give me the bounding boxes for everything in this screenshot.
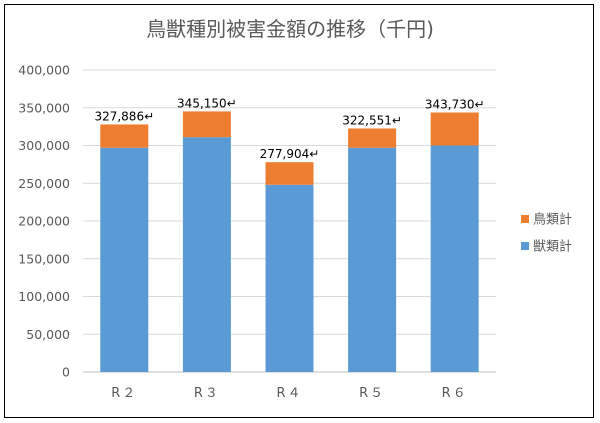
legend-label: 獣類計 [533, 239, 572, 255]
legend-swatch [521, 215, 529, 223]
bar-segment-birds [182, 111, 231, 138]
y-tick-label: 300,000 [18, 138, 70, 153]
total-data-label: 345,150↵ [177, 96, 237, 110]
bars [100, 111, 479, 372]
legend-swatch [521, 242, 529, 250]
y-tick-label: 350,000 [18, 100, 70, 115]
y-axis: 0 50,000 100,000 150,000 200,000 250,000 300,0… [18, 63, 70, 380]
y-tick-label: 0 [62, 365, 70, 380]
bar-segment-mammals [182, 137, 231, 372]
y-tick-label: 400,000 [18, 63, 70, 78]
bar-segment-mammals [348, 147, 397, 372]
total-data-label: 322,551↵ [342, 113, 402, 127]
data-labels: 327,886↵ 345,150↵ 277,904↵ 322,551↵ 343,730↵ [94, 96, 484, 161]
bar-segment-birds [100, 124, 149, 148]
x-tick-label: R３ [194, 386, 220, 401]
chart-title: 鳥獣種別被害金額の推移（千円) [146, 17, 434, 41]
legend-label: 鳥類計 [533, 212, 572, 228]
total-data-label: 277,904↵ [260, 147, 320, 161]
x-tick-label: R６ [442, 386, 468, 401]
y-tick-label: 150,000 [18, 251, 70, 266]
total-data-label: 327,886↵ [94, 109, 154, 123]
y-tick-label: 50,000 [26, 327, 70, 342]
x-axis: R２ R３ R４ R５ R６ [111, 386, 468, 401]
total-data-label: 343,730↵ [425, 97, 485, 111]
bar-segment-birds [430, 112, 479, 146]
bar-segment-mammals [430, 145, 479, 372]
bar-segment-birds [348, 128, 397, 148]
bar-segment-birds [265, 162, 314, 185]
x-tick-label: R５ [359, 386, 385, 401]
bar-segment-mammals [265, 184, 314, 372]
bar-segment-mammals [100, 147, 149, 372]
y-tick-label: 100,000 [18, 289, 70, 304]
y-tick-label: 200,000 [18, 214, 70, 229]
x-tick-label: R４ [276, 386, 302, 401]
y-tick-label: 250,000 [18, 176, 70, 191]
x-tick-label: R２ [111, 386, 137, 401]
